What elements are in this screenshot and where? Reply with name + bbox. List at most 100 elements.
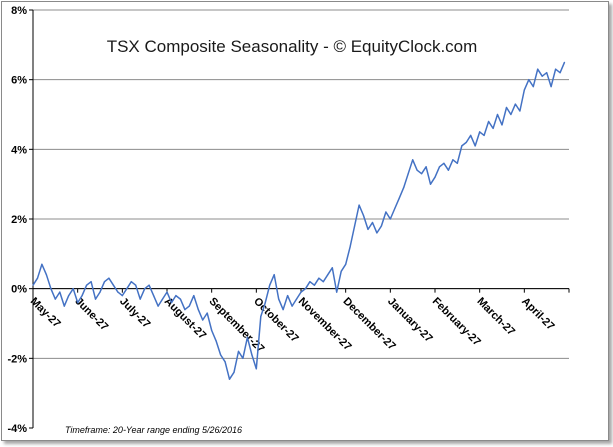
- data-point: [443, 162, 445, 164]
- data-point: [287, 295, 289, 297]
- data-point: [179, 298, 181, 300]
- y-tick-label: 0%: [11, 284, 27, 296]
- data-point: [403, 187, 405, 189]
- data-point: [215, 340, 217, 342]
- data-point: [220, 354, 222, 356]
- data-point: [452, 159, 454, 161]
- data-point: [157, 305, 159, 307]
- data-point: [135, 284, 137, 286]
- y-tick-label: 8%: [11, 5, 27, 17]
- data-point: [336, 291, 338, 293]
- data-point: [331, 267, 333, 269]
- data-point: [108, 277, 110, 279]
- data-point: [407, 173, 409, 175]
- y-axis-ticks: 8% 6% 4% 2% 0% -2% -4%: [7, 5, 33, 435]
- data-point: [206, 312, 208, 314]
- data-point: [465, 141, 467, 143]
- data-point: [41, 263, 43, 265]
- data-point: [72, 288, 74, 290]
- data-point: [505, 106, 508, 109]
- x-tick-label: April-27: [519, 295, 556, 332]
- data-point: [86, 284, 88, 286]
- data-point: [300, 291, 302, 293]
- data-point: [228, 378, 231, 380]
- data-point: [559, 72, 561, 74]
- data-point: [488, 120, 490, 123]
- data-point: [278, 298, 280, 300]
- data-point: [126, 288, 128, 290]
- data-point: [148, 284, 150, 286]
- data-point: [322, 281, 324, 283]
- data-point: [412, 159, 414, 161]
- data-point: [340, 270, 342, 272]
- data-point: [523, 89, 525, 91]
- data-point: [354, 225, 356, 227]
- data-point: [161, 298, 164, 300]
- x-axis-ticks: May-27 June-27 July-27 August-27September-2…: [28, 288, 570, 355]
- data-point: [528, 79, 530, 81]
- data-point: [389, 218, 391, 220]
- data-point: [456, 162, 458, 164]
- data-point: [349, 246, 351, 248]
- timeframe-footnote: Timeframe: 20-Year range ending 5/26/201…: [65, 425, 242, 435]
- data-point: [237, 350, 240, 352]
- series-line: [32, 62, 566, 380]
- data-point: [479, 131, 481, 133]
- y-tick-label: -2%: [7, 353, 27, 365]
- y-tick-label: 6%: [11, 75, 27, 87]
- data-point: [211, 329, 213, 332]
- data-point: [380, 225, 382, 227]
- data-point: [394, 207, 396, 210]
- data-point: [474, 145, 476, 147]
- data-point: [260, 315, 262, 318]
- data-point: [32, 284, 34, 286]
- data-point: [130, 281, 132, 283]
- data-point: [255, 368, 257, 370]
- data-point: [94, 298, 97, 300]
- data-point: [546, 72, 548, 74]
- data-point: [304, 288, 307, 290]
- data-point: [81, 295, 83, 297]
- data-point: [416, 169, 418, 171]
- data-point: [376, 232, 378, 234]
- data-point: [264, 302, 266, 304]
- y-tick-label: 4%: [11, 144, 27, 156]
- data-point: [63, 305, 65, 307]
- data-point: [371, 221, 374, 224]
- data-point: [470, 134, 472, 136]
- data-point: [510, 113, 512, 116]
- data-point: [117, 291, 119, 293]
- data-point: [202, 319, 204, 321]
- data-point: [224, 361, 226, 363]
- data-point: [246, 336, 248, 338]
- data-point: [496, 113, 499, 116]
- data-point: [99, 291, 101, 293]
- data-point: [501, 124, 503, 126]
- data-point: [282, 309, 284, 311]
- data-point: [425, 166, 427, 168]
- data-point: [103, 281, 106, 283]
- data-point: [90, 281, 92, 283]
- data-point: [429, 183, 432, 185]
- data-point: [345, 263, 347, 265]
- data-point: [362, 214, 365, 217]
- data-point: [153, 295, 155, 297]
- data-point: [563, 61, 566, 63]
- data-point: [541, 75, 543, 77]
- data-point: [54, 298, 56, 300]
- data-point: [112, 284, 114, 286]
- data-point: [367, 228, 369, 230]
- data-point: [385, 211, 387, 213]
- data-point: [45, 274, 48, 276]
- data-point: [309, 281, 311, 283]
- data-point: [242, 357, 244, 359]
- data-point: [492, 127, 494, 129]
- data-point: [291, 305, 293, 307]
- data-point: [188, 305, 190, 307]
- x-tick-label: January-27: [385, 295, 435, 345]
- data-point: [358, 204, 360, 206]
- data-point: [269, 284, 271, 286]
- data-point: [438, 166, 441, 168]
- data-point: [313, 284, 315, 286]
